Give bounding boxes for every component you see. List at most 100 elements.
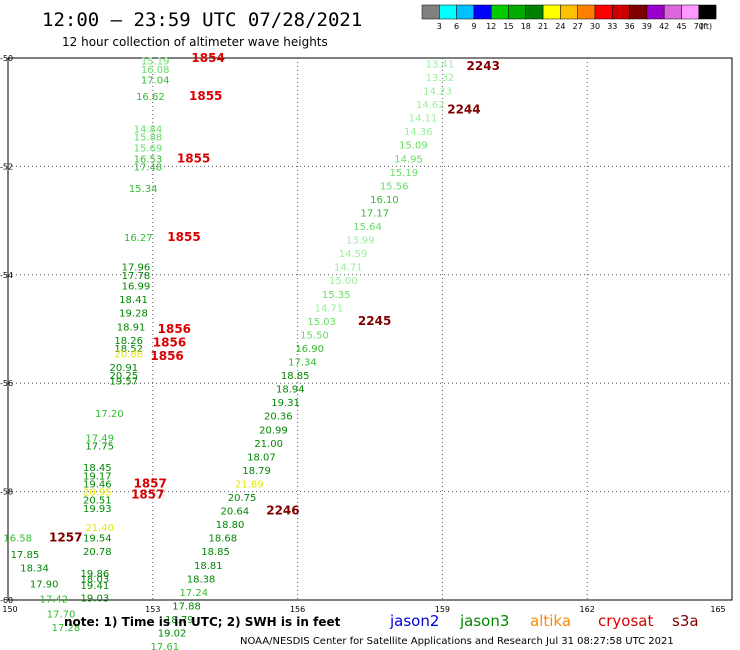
time-label: 1257 xyxy=(49,531,82,545)
swh-label: 20.25 xyxy=(110,371,139,382)
swh-label: 19.17 xyxy=(83,471,112,482)
y-tick-label: -50 xyxy=(0,54,13,63)
swh-label: 17.85 xyxy=(11,550,40,561)
y-tick-label: -60 xyxy=(0,596,13,605)
swh-label: 19.02 xyxy=(158,629,187,640)
swh-label: 13.41 xyxy=(426,59,455,70)
swh-label: 15.88 xyxy=(134,133,163,144)
swh-label: 14.84 xyxy=(134,124,163,135)
swh-label: 16.27 xyxy=(124,233,153,244)
swh-label: 15.19 xyxy=(141,57,170,68)
swh-label: 17.78 xyxy=(122,271,151,282)
color-swatch xyxy=(594,4,613,20)
swh-label: 18.34 xyxy=(20,563,49,574)
swh-label: 19.03 xyxy=(81,593,110,604)
swh-label: 13.99 xyxy=(346,236,375,247)
footer-credit: NOAA/NESDIS Center for Satellite Applica… xyxy=(240,636,674,647)
swh-label: 14.23 xyxy=(423,87,452,98)
color-swatch xyxy=(560,4,578,20)
swh-label: 13.32 xyxy=(426,73,455,84)
x-tick-label: 165 xyxy=(710,605,725,614)
time-label: 1857 xyxy=(131,487,164,501)
swh-label: 16.08 xyxy=(141,65,170,76)
swh-label: 17.48 xyxy=(134,162,163,173)
swh-label: 19.31 xyxy=(271,398,300,409)
swh-label: 19.54 xyxy=(83,534,112,545)
axis-ticks: 150 153 156 159 162 165 -50 -52 -54 -56 -58 -60 xyxy=(0,54,726,614)
color-tick-label: 18 xyxy=(521,22,531,31)
swh-label: 15.03 xyxy=(307,317,336,328)
swh-label: 16.53 xyxy=(134,154,163,165)
color-tick-label: 39 xyxy=(642,22,652,31)
swh-label: 20.36 xyxy=(264,412,293,423)
swh-label: 21.00 xyxy=(254,439,283,450)
swh-label: 18.81 xyxy=(194,561,223,572)
swh-label: 17.96 xyxy=(122,263,151,274)
color-tick-label: 45 xyxy=(676,22,686,31)
swh-label: 18.79 xyxy=(165,615,194,626)
swh-label: 14.11 xyxy=(409,114,438,125)
swh-label: 17.70 xyxy=(47,610,76,621)
color-tick-label: 42 xyxy=(659,22,669,31)
swh-label: 15.19 xyxy=(389,168,418,179)
color-swatch xyxy=(698,4,717,20)
color-swatch xyxy=(473,4,492,20)
swh-label: 15.09 xyxy=(399,141,428,152)
swh-label: 18.26 xyxy=(114,336,143,347)
satellite-jason2: jason2 xyxy=(389,612,439,630)
swh-label: 18.79 xyxy=(242,466,271,477)
plot-frame xyxy=(7,57,733,601)
color-swatch xyxy=(439,4,457,20)
swh-label: 15.00 xyxy=(329,276,358,287)
color-swatch xyxy=(629,4,648,20)
swh-label: 14.71 xyxy=(334,263,363,274)
swh-label: 17.24 xyxy=(180,588,209,599)
y-tick-label: -52 xyxy=(0,162,13,171)
color-tick-label: 9 xyxy=(471,22,476,31)
swh-label: 19.93 xyxy=(83,504,112,515)
time-label: 2246 xyxy=(266,504,299,518)
satellite-legend: jason2 jason3 altika cryosat s3a xyxy=(389,612,699,630)
color-tick-label: 30 xyxy=(590,22,600,31)
swh-label: 20.51 xyxy=(83,496,112,507)
color-scale-legend: 3 6 9 12 15 18 21 24 27 30 33 36 39 42 45 70(ft) xyxy=(421,4,717,31)
swh-label: 18.94 xyxy=(276,385,305,396)
swh-label: 16.62 xyxy=(136,92,165,103)
swh-label: 19.46 xyxy=(83,479,112,490)
swh-label: 20.88 xyxy=(114,349,143,360)
swh-label: 17.17 xyxy=(361,208,390,219)
time-label: 1856 xyxy=(158,322,191,336)
satellite-altika: altika xyxy=(530,612,571,630)
swh-label: 19.57 xyxy=(110,376,139,387)
swh-label: 15.56 xyxy=(380,181,409,192)
swh-label: 17.28 xyxy=(52,623,81,634)
x-tick-label: 156 xyxy=(290,605,305,614)
color-tick-label: 6 xyxy=(454,22,459,31)
color-tick-label: 3 xyxy=(437,22,442,31)
swh-label: 17.61 xyxy=(151,642,180,650)
swh-label: 19.28 xyxy=(119,309,148,320)
x-tick-label: 159 xyxy=(435,605,450,614)
swh-label: 14.95 xyxy=(394,154,423,165)
swh-label: 17.20 xyxy=(95,409,124,420)
swh-label: 17.49 xyxy=(85,433,114,444)
swh-label: 18.85 xyxy=(201,547,230,558)
time-labels: 1854185518551855185618561856185718571257… xyxy=(49,51,500,545)
color-swatch xyxy=(663,4,682,20)
time-label: 1855 xyxy=(177,151,210,165)
swh-label: 16.90 xyxy=(295,344,324,355)
x-tick-label: 162 xyxy=(580,605,595,614)
swh-label: 20.91 xyxy=(110,363,139,374)
time-label: 2245 xyxy=(358,314,391,328)
color-unit-label: (ft) xyxy=(700,22,712,31)
time-label: 1854 xyxy=(191,51,224,65)
y-tick-label: -56 xyxy=(0,379,13,388)
color-tick-label: 70 xyxy=(694,22,704,31)
swh-label: 18.52 xyxy=(114,344,143,355)
time-label: 1856 xyxy=(150,349,183,363)
swh-label: 15.64 xyxy=(353,222,382,233)
swh-label: 19.41 xyxy=(81,581,110,592)
swh-label: 15.69 xyxy=(134,143,163,154)
color-swatch xyxy=(525,4,544,20)
